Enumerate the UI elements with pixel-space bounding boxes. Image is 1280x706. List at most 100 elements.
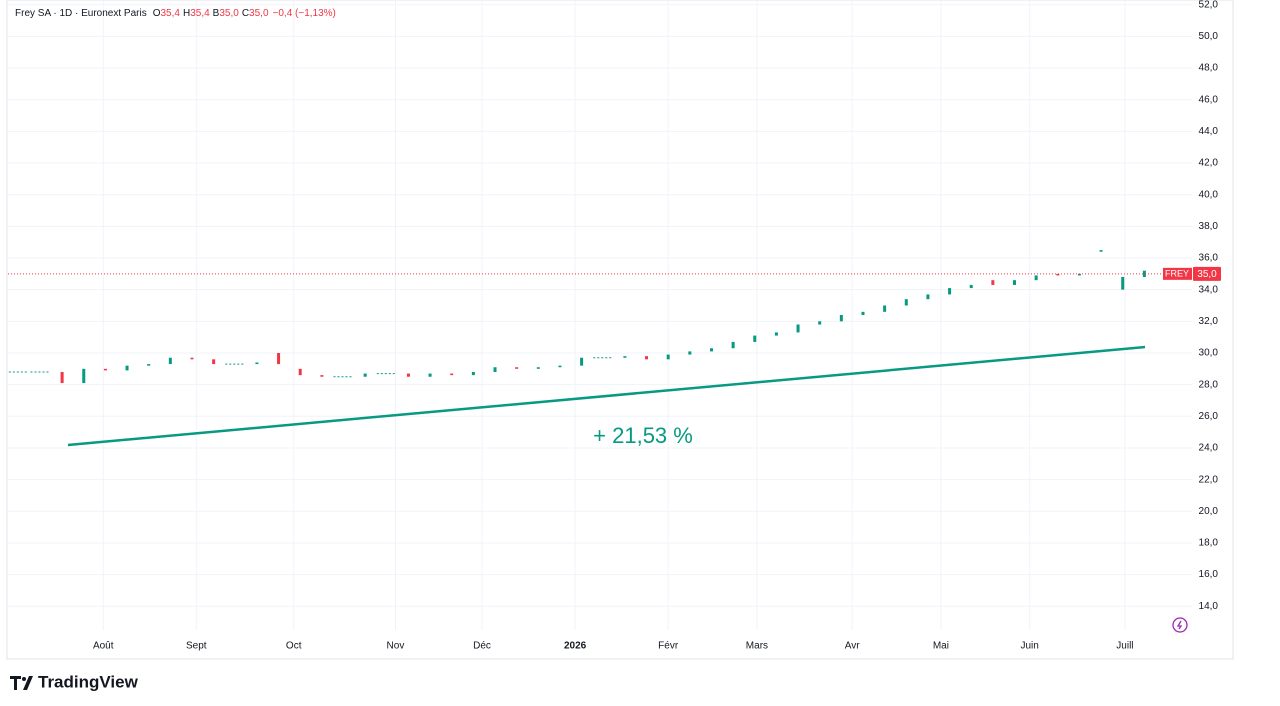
candle-body <box>818 321 822 325</box>
y-tick-label: 30,0 <box>1199 348 1219 359</box>
candle-body <box>666 354 670 360</box>
y-tick-label: 18,0 <box>1199 538 1219 549</box>
candle-body <box>645 356 649 360</box>
x-tick-label: Juin <box>1020 641 1038 652</box>
x-tick-label: Juill <box>1116 641 1133 652</box>
y-tick-label: 46,0 <box>1199 94 1219 105</box>
candle-body <box>515 367 519 369</box>
candle-body <box>190 357 194 360</box>
snapshot-icon[interactable] <box>1172 617 1188 633</box>
y-tick-label: 44,0 <box>1199 126 1219 137</box>
legend-key: H <box>183 8 190 19</box>
candle-body <box>688 351 692 355</box>
candle-body <box>82 368 86 384</box>
legend-value: 35,4 <box>161 8 181 19</box>
legend-symbol: Frey SA · 1D · Euronext Paris <box>15 8 147 19</box>
y-tick-label: 16,0 <box>1199 569 1219 580</box>
candle-body <box>948 288 952 295</box>
candle-body <box>1056 273 1060 276</box>
y-tick-label: 34,0 <box>1199 284 1219 295</box>
x-tick-label: Févr <box>658 641 679 652</box>
price-tag-bg <box>1193 266 1221 281</box>
y-tick-label: 26,0 <box>1199 411 1219 422</box>
y-tick-label: 22,0 <box>1199 474 1219 485</box>
candle-body <box>147 364 151 366</box>
brand-name: TradingView <box>38 672 139 691</box>
candle-body <box>1099 250 1103 252</box>
candle-body <box>471 371 475 376</box>
candle-body <box>558 365 562 368</box>
candle-body <box>212 359 216 365</box>
price-tag: 35,0 <box>1197 269 1217 280</box>
candle-body <box>623 356 627 358</box>
y-tick-label: 20,0 <box>1199 506 1219 517</box>
candle-body <box>926 294 930 300</box>
legend-value: 35,0 <box>219 8 239 19</box>
chart-frame <box>6 0 1234 660</box>
x-tick-label: Déc <box>473 641 491 652</box>
x-tick-label: Mars <box>746 641 768 652</box>
trend-line <box>67 345 1146 447</box>
x-tick-label: 2026 <box>564 641 587 652</box>
candle-body <box>406 373 410 377</box>
y-tick-label: 24,0 <box>1199 443 1219 454</box>
y-tick-label: 52,0 <box>1199 0 1219 10</box>
y-tick-label: 38,0 <box>1199 221 1219 232</box>
candle-body <box>255 362 259 365</box>
legend-key: O <box>153 8 161 19</box>
legend-change: −0,4 (−1,13%) <box>273 8 336 19</box>
candle-body <box>883 305 887 312</box>
candle-body <box>969 284 973 289</box>
candle-body <box>168 357 172 365</box>
y-tick-label: 28,0 <box>1199 379 1219 390</box>
x-tick-label: Oct <box>286 641 302 652</box>
x-tick-label: Août <box>93 641 114 652</box>
y-tick-label: 36,0 <box>1199 253 1219 264</box>
x-tick-label: Avr <box>845 641 860 652</box>
candle-body <box>125 365 129 371</box>
candle-body <box>536 367 540 369</box>
x-tick-label: Sept <box>186 641 207 652</box>
candle-body <box>774 332 778 336</box>
x-tick-label: Mai <box>933 641 949 652</box>
symbol-tag: FREY <box>1165 269 1189 279</box>
candle-body <box>103 368 107 371</box>
y-tick-label: 42,0 <box>1199 158 1219 169</box>
candle-body <box>428 373 432 377</box>
candle-body <box>709 348 713 352</box>
candle-body <box>861 311 865 315</box>
candle-body <box>904 299 908 306</box>
candle-body <box>580 357 584 366</box>
candle-body <box>731 341 735 349</box>
legend-key: B <box>213 8 220 19</box>
candle-body <box>450 373 454 376</box>
x-tick-label: Nov <box>387 641 405 652</box>
candle-body <box>1013 280 1017 285</box>
candle-body <box>991 280 995 285</box>
annotation: + 21,53 % <box>593 423 693 448</box>
legend-value: 35,4 <box>190 8 210 19</box>
y-tick-label: 48,0 <box>1199 63 1219 74</box>
candle-body <box>363 373 367 377</box>
candle-body <box>320 375 324 377</box>
candles <box>8 250 1146 384</box>
candle-body <box>298 368 302 376</box>
y-tick-label: 40,0 <box>1199 189 1219 200</box>
candle-body <box>796 324 800 333</box>
y-tick-label: 32,0 <box>1199 316 1219 327</box>
candle-body <box>60 371 64 384</box>
legend-key: C <box>242 8 249 19</box>
candle-body <box>493 367 497 372</box>
candle-body <box>277 352 281 365</box>
candle-body <box>839 315 843 322</box>
grid <box>8 0 1192 630</box>
candle-body <box>1034 275 1038 281</box>
y-tick-label: 14,0 <box>1199 601 1219 612</box>
y-tick-label: 50,0 <box>1199 31 1219 42</box>
brand[interactable]: TradingView <box>10 672 139 691</box>
legend-value: 35,0 <box>249 8 269 19</box>
candle-body <box>1121 277 1125 290</box>
candle-body <box>753 335 757 342</box>
candle-body <box>1077 273 1081 276</box>
